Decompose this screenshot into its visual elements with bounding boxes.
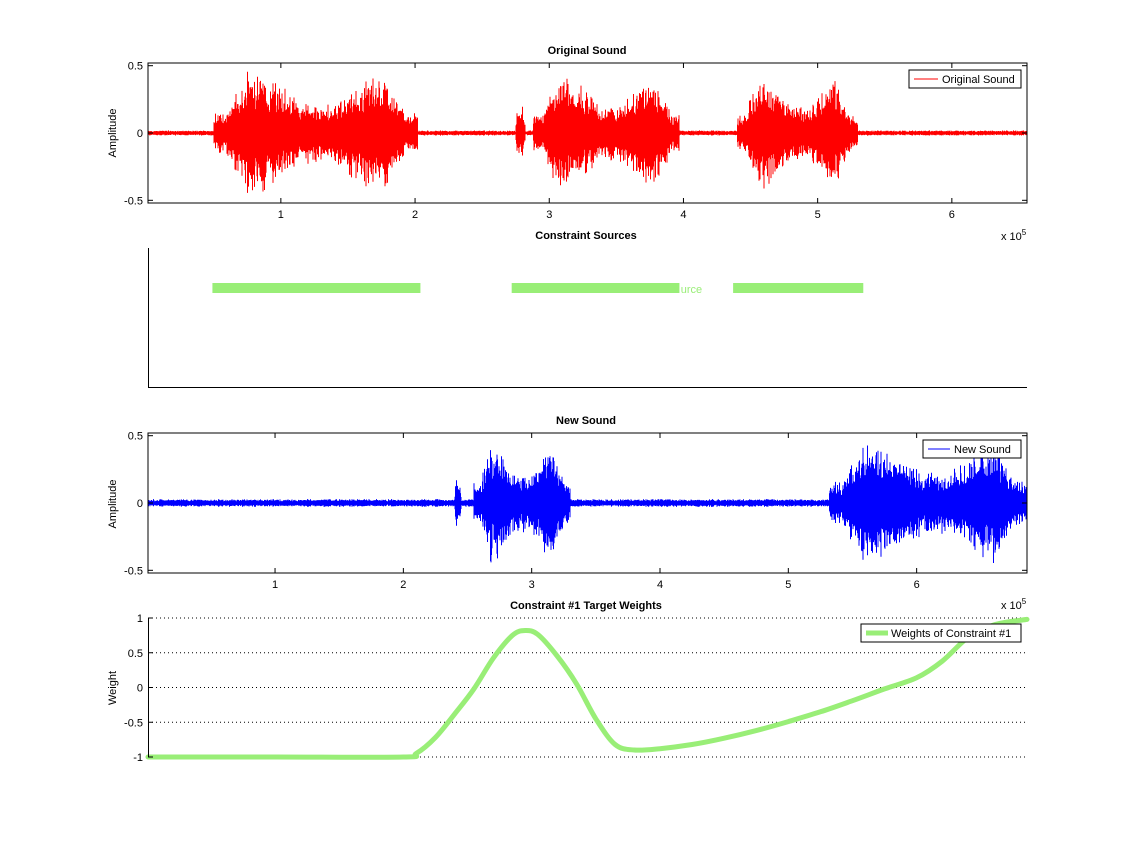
target-weights-ylabel: Weight — [107, 671, 119, 705]
x-tick-label: 1 — [272, 579, 278, 591]
target-weights-y-ticks: -1 -0.5 0 0.5 1 — [124, 613, 153, 764]
x-tick-label: 2 — [400, 579, 406, 591]
new-sound-ylabel: Amplitude — [107, 480, 119, 529]
x-tick-label: 4 — [657, 579, 663, 591]
original-sound-legend-label: Original Sound — [942, 74, 1015, 86]
target-weights-curve — [145, 616, 1030, 760]
constraint-source-label: urce — [681, 284, 702, 296]
x-tick-label: 5 — [785, 579, 791, 591]
y-tick-label: 0.5 — [128, 61, 143, 73]
y-tick-label: 1 — [137, 613, 143, 625]
new-sound-x-exponent: x 105 — [1001, 597, 1027, 612]
y-tick-label: -1 — [133, 752, 143, 764]
target-weights-panel: Constraint #1 Target Weights -1 -0.5 0 0.5 1… — [107, 600, 1030, 764]
original-sound-legend: Original Sound — [908, 69, 1022, 89]
target-weights-title: Constraint #1 Target Weights — [510, 600, 662, 612]
x-tick-label: 5 — [815, 209, 821, 221]
x-tick-label: 3 — [546, 209, 552, 221]
new-sound-y-ticks: -0.5 0 0.5 — [124, 431, 1027, 577]
x-tick-label: 2 — [412, 209, 418, 221]
constraint-sources-panel: Constraint Sources urce — [148, 230, 1027, 388]
x-tick-label: 6 — [949, 209, 955, 221]
original-sound-x-ticks: 1 2 3 4 5 6 — [278, 63, 955, 221]
y-tick-label: -0.5 — [124, 565, 143, 577]
original-sound-y-ticks: -0.5 0 0.5 — [124, 61, 1027, 207]
original-sound-title: Original Sound — [548, 45, 627, 57]
constraint-sources-title: Constraint Sources — [535, 230, 636, 242]
x-tick-label: 4 — [680, 209, 686, 221]
x-tick-label: 1 — [278, 209, 284, 221]
y-tick-label: 0 — [137, 128, 143, 140]
y-tick-label: 0.5 — [128, 431, 143, 443]
target-weights-legend-box — [860, 623, 1022, 643]
constraint-source-segment-3 — [733, 283, 864, 293]
target-weights-legend-label: Weights of Constraint #1 — [891, 628, 1011, 640]
new-sound-x-ticks: 1 2 3 4 5 6 — [272, 433, 920, 591]
y-tick-label: -0.5 — [124, 717, 143, 729]
new-sound-legend-label: New Sound — [954, 444, 1011, 456]
y-tick-label: 0 — [137, 498, 143, 510]
constraint-source-segment-1 — [212, 283, 421, 293]
constraint-source-segment-2 — [511, 283, 680, 293]
new-sound-panel: New Sound 1 2 3 4 5 6 -0.5 0 0.5 Amplitude x 10… — [107, 415, 1028, 612]
original-sound-legend-box — [908, 69, 1022, 89]
new-sound-title: New Sound — [556, 415, 616, 427]
original-sound-ylabel: Amplitude — [107, 109, 119, 158]
target-weights-legend: Weights of Constraint #1 — [860, 623, 1022, 643]
new-sound-legend: New Sound — [922, 439, 1022, 459]
new-sound-legend-box — [922, 439, 1022, 459]
original-sound-panel: Original Sound 1 2 3 4 5 6 -0.5 0 0.5 Amplitude… — [107, 45, 1028, 243]
original-sound-x-exponent: x 105 — [1001, 228, 1027, 243]
y-tick-label: 0.5 — [128, 648, 143, 660]
x-tick-label: 6 — [914, 579, 920, 591]
y-tick-label: 0 — [137, 683, 143, 695]
target-weights-grid — [148, 617, 1027, 758]
constraint-sources-segments: urce — [212, 283, 864, 296]
y-tick-label: -0.5 — [124, 195, 143, 207]
weights-curve — [145, 616, 1030, 760]
x-tick-label: 3 — [529, 579, 535, 591]
